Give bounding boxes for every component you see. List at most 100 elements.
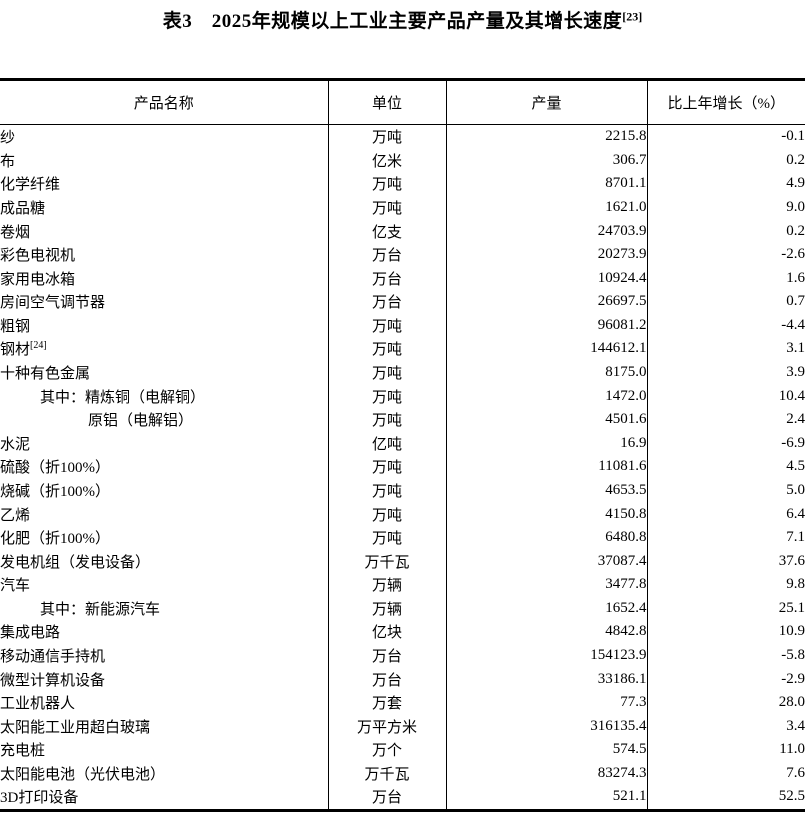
unit-cell: 万台 [327,290,446,314]
output-cell: 16.9 [445,431,647,456]
growth-cell: 3.4 [646,714,805,739]
product-name-cell: 太阳能电池（光伏电池） [0,766,166,783]
unit-cell: 万千瓦 [327,549,446,573]
output-cell: 6480.8 [445,525,647,550]
output-cell: 83274.3 [445,761,647,786]
output-cell: 306.7 [445,148,647,173]
table-row: 集成电路 亿块 4842.8 10.9 [0,620,805,644]
table-row: 太阳能电池（光伏电池） 万千瓦 83274.3 7.6 [0,761,805,786]
table-row: 彩色电视机 万台 20273.9 -2.6 [0,242,805,267]
product-name-cell: 纱 [0,130,16,147]
growth-cell: 4.9 [646,172,805,196]
product-name-cell: 烧碱（折100%） [0,483,110,500]
output-cell: 8701.1 [445,172,647,196]
table-row: 发电机组（发电设备） 万千瓦 37087.4 37.6 [0,549,805,573]
unit-cell: 万辆 [327,596,446,621]
product-name-cell: 化肥（折100%） [0,531,110,548]
growth-cell: 11.0 [646,738,805,762]
table-row: 卷烟 亿支 24703.9 0.2 [0,219,805,243]
header-row: 产品名称 单位 产量 比上年增长（%） [0,79,805,125]
table-row: 乙烯 万吨 4150.8 6.4 [0,502,805,526]
table-row: 成品糖 万吨 1621.0 9.0 [0,195,805,220]
product-name-cell: 水泥 [0,436,31,453]
output-cell: 316135.4 [445,714,647,739]
table-row: 纱 万吨 2215.8 -0.1 [0,124,805,149]
table-row: 3D打印设备 万台 521.1 52.5 [0,785,805,811]
growth-cell: -5.8 [646,643,805,668]
unit-cell: 万平方米 [327,714,446,739]
growth-cell: 10.9 [646,620,805,644]
unit-cell: 万台 [327,242,446,267]
growth-cell: -2.6 [646,242,805,267]
unit-cell: 万台 [327,785,446,811]
product-name-cell: 工业机器人 [0,696,76,713]
output-cell: 77.3 [445,690,647,715]
table-row: 硫酸（折100%） 万吨 11081.6 4.5 [0,455,805,479]
product-name-cell: 卷烟 [0,224,31,241]
unit-cell: 万吨 [327,172,446,196]
table-title-footnote-ref: [23] [622,9,643,24]
growth-cell: 25.1 [646,596,805,621]
growth-cell: 3.1 [646,337,805,361]
unit-cell: 万吨 [327,478,446,503]
output-cell: 521.1 [445,785,647,811]
unit-cell: 万吨 [327,313,446,338]
table-title: 表3 2025年规模以上工业主要产品产量及其增长速度[23] [0,0,805,78]
unit-cell: 万台 [327,667,446,691]
product-name-cell: 其中：新能源汽车 [40,601,161,618]
output-cell: 2215.8 [445,124,647,149]
table-row: 水泥 亿吨 16.9 -6.9 [0,431,805,456]
product-name-cell: 粗钢 [0,318,31,335]
output-cell: 574.5 [445,738,647,762]
unit-cell: 亿吨 [327,431,446,456]
growth-cell: 10.4 [646,384,805,408]
table-row: 充电桩 万个 574.5 11.0 [0,738,805,762]
output-cell: 4150.8 [445,502,647,526]
unit-cell: 万吨 [327,384,446,408]
output-cell: 3477.8 [445,572,647,597]
unit-cell: 亿米 [327,148,446,173]
product-name-cell: 发电机组（发电设备） [0,554,151,571]
product-name-cell: 彩色电视机 [0,248,76,265]
product-name-cell: 布 [0,153,16,170]
growth-cell: -2.9 [646,667,805,691]
table-row: 移动通信手持机 万台 154123.9 -5.8 [0,643,805,668]
growth-cell: 2.4 [646,407,805,432]
unit-cell: 万千瓦 [327,761,446,786]
table-row: 其中：精炼铜（电解铜） 万吨 1472.0 10.4 [0,384,805,408]
product-name-cell: 集成电路 [0,625,61,642]
growth-cell: 0.2 [646,148,805,173]
product-name-cell: 十种有色金属 [0,366,91,383]
table-row: 钢材[24] 万吨 144612.1 3.1 [0,337,805,361]
product-name-cell: 成品糖 [0,201,46,218]
col-header-product-name: 产品名称 [0,79,328,125]
growth-cell: 4.5 [646,455,805,479]
unit-cell: 万吨 [327,407,446,432]
table-row: 微型计算机设备 万台 33186.1 -2.9 [0,667,805,691]
growth-cell: 9.0 [646,195,805,220]
unit-cell: 万吨 [327,525,446,550]
growth-cell: 52.5 [646,785,805,811]
output-cell: 26697.5 [445,290,647,314]
table-row: 汽车 万辆 3477.8 9.8 [0,572,805,597]
product-name-cell: 房间空气调节器 [0,295,106,312]
product-name-cell: 硫酸（折100%） [0,460,110,477]
output-cell: 4842.8 [445,620,647,644]
col-header-output: 产量 [445,79,647,125]
growth-cell: 0.7 [646,290,805,314]
growth-cell: 7.6 [646,761,805,786]
unit-cell: 万台 [327,643,446,668]
table-row: 太阳能工业用超白玻璃 万平方米 316135.4 3.4 [0,714,805,739]
table-row: 工业机器人 万套 77.3 28.0 [0,690,805,715]
growth-cell: 9.8 [646,572,805,597]
unit-cell: 万吨 [327,502,446,526]
table-row: 粗钢 万吨 96081.2 -4.4 [0,313,805,338]
output-cell: 154123.9 [445,643,647,668]
industrial-products-table: 产品名称 单位 产量 比上年增长（%） 纱万吨 2215.8 -0.1 布 亿米 306.… [0,78,805,812]
growth-cell: 7.1 [646,525,805,550]
table-row: 化学纤维 万吨 8701.1 4.9 [0,172,805,196]
unit-cell: 万吨 [327,455,446,479]
unit-cell: 万吨 [327,195,446,220]
output-cell: 1472.0 [445,384,647,408]
